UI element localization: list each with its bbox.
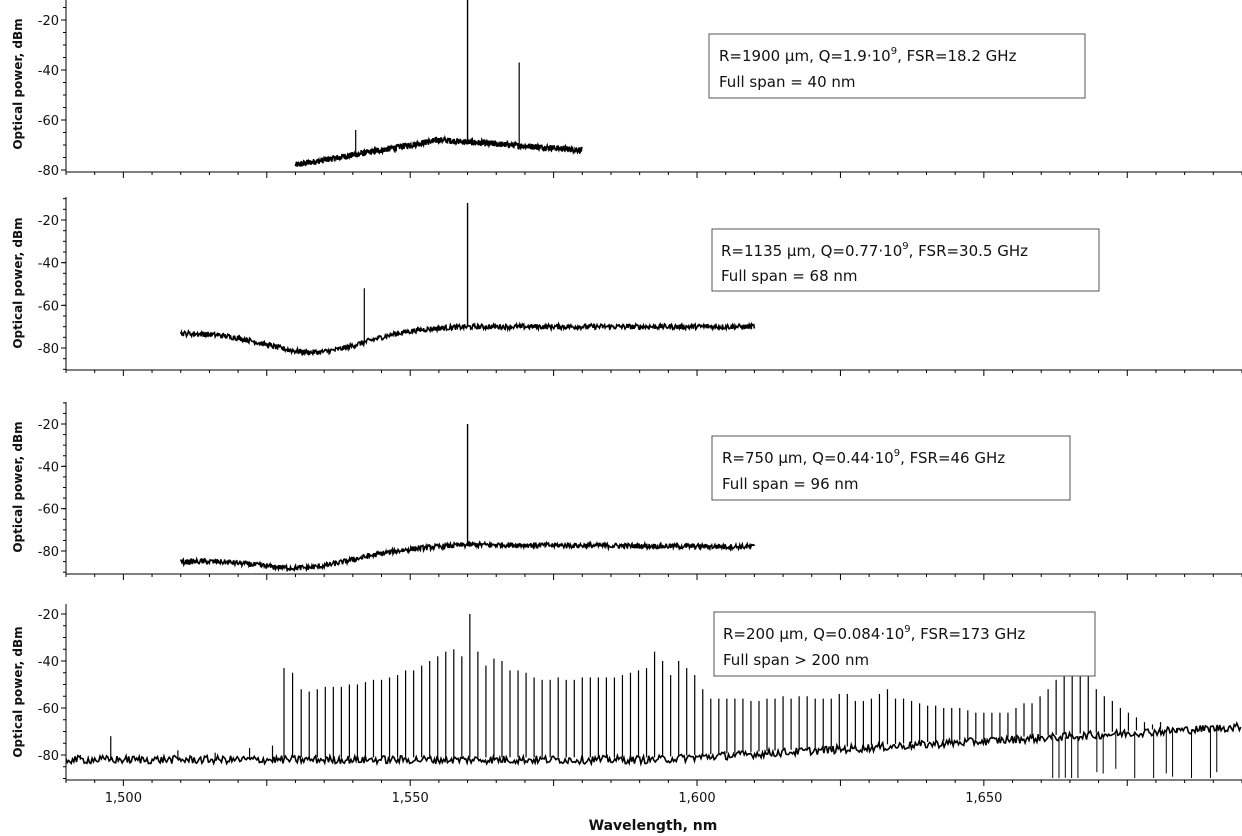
panel-2: -20 -40 -60 -80 Optical power, dBm R=1135 µ… [11,197,1242,376]
panel-4-noise-floor [66,721,1242,767]
panel-1-ytick-label: -80 [38,164,59,179]
panel-4-ylabel: Optical power, dBm [11,626,25,757]
panel-2-ytick-label: -20 [38,214,59,229]
panel-1-annotation-box: R=1900 µm, Q=1.9·109, FSR=18.2 GHz Full … [708,33,1086,99]
panel-3-ytick-label: -60 [38,503,59,518]
panel-3-annotation-box: R=750 µm, Q=0.44·109, FSR=46 GHz Full sp… [711,435,1071,501]
panel-2-ticks: -20 -40 -60 -80 [38,198,1242,376]
panel-1: -20 -40 -60 -80 Optical power, dBm R=1900 µ… [11,0,1242,179]
panel-4-ytick-label: -40 [38,655,59,670]
panel-1-annotation-line2: Full span = 40 nm [719,73,856,91]
panel-4-ytick-label: -20 [38,608,59,623]
panel-3-ytick-label: -80 [38,545,59,560]
panel-1-ytick-label: -60 [38,114,59,129]
panel-3-ytick-label: -40 [38,460,59,475]
panel-1-spectrum [294,0,583,167]
panel-3-annotation-line1: R=750 µm, Q=0.44·109, FSR=46 GHz [722,448,1005,467]
panel-1-noise-floor [294,134,583,167]
panel-4-spectrum [66,614,1242,778]
panel-4-ytick-label: -60 [38,702,59,717]
panel-1-ytick-label: -40 [38,64,59,79]
panel-2-annotation-line2: Full span = 68 nm [721,267,858,285]
panel-3: -20 -40 -60 -80 Optical power, dBm R=750 µm… [11,402,1242,580]
panel-2-annotation-line1: R=1135 µm, Q=0.77·109, FSR=30.5 GHz [721,241,1028,260]
panel-4-ticks: -20 -40 -60 -80 1,500 1,550 1,600 1,650 [38,608,1242,806]
panel-3-noise-floor [179,539,756,572]
panel-3-annotation-line2: Full span = 96 nm [722,475,859,493]
panel-4-annotation-box: R=200 µm, Q=0.084·109, FSR=173 GHz Full … [713,611,1096,677]
panel-1-annotation-line1: R=1900 µm, Q=1.9·109, FSR=18.2 GHz [719,46,1017,65]
panel-4: -20 -40 -60 -80 1,500 1,550 1,600 1,650 Optical… [11,604,1242,834]
panel-2-ytick-label: -60 [38,299,59,314]
panel-1-ticks: -20 -40 -60 -80 [38,7,1242,179]
panel-2-spectrum [179,202,756,357]
panel-2-annotation-box: R=1135 µm, Q=0.77·109, FSR=30.5 GHz Full… [711,228,1100,292]
panel-2-ytick-label: -40 [38,257,59,272]
panel-2-noise-floor [179,321,756,357]
panel-4-ytick-label: -80 [38,749,59,764]
panel-3-ylabel: Optical power, dBm [11,421,25,552]
panel-4-annotation-line1: R=200 µm, Q=0.084·109, FSR=173 GHz [723,624,1025,643]
panel-1-ylabel: Optical power, dBm [11,18,25,149]
xtick-label: 1,500 [105,791,142,806]
panel-4-annotation-line2: Full span > 200 nm [723,651,869,669]
x-axis-label: Wavelength, nm [589,818,718,834]
panel-2-ylabel: Optical power, dBm [11,217,25,348]
xtick-label: 1,550 [392,791,429,806]
panel-3-ytick-label: -20 [38,418,59,433]
xtick-label: 1,600 [678,791,715,806]
xtick-label: 1,650 [965,791,1002,806]
panel-2-ytick-label: -80 [38,342,59,357]
panel-1-ytick-label: -20 [38,14,59,29]
panel-3-spectrum [179,424,756,572]
panel-3-ticks: -20 -40 -60 -80 [38,402,1242,580]
